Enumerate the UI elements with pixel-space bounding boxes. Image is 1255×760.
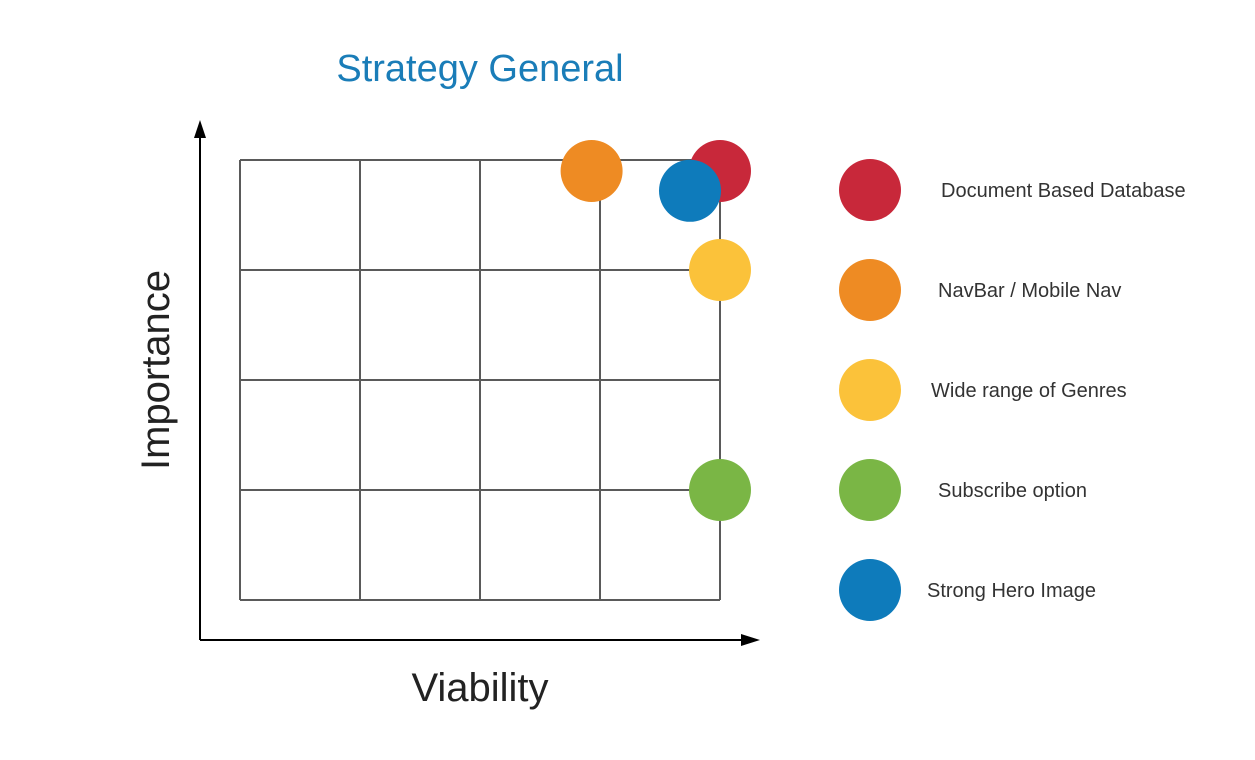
x-axis-label: Viability (411, 666, 548, 710)
data-point (689, 459, 751, 521)
legend-swatch (839, 559, 901, 621)
legend-label: Wide range of Genres (931, 380, 1127, 402)
y-axis-label: Importance (134, 270, 178, 470)
legend-swatch (839, 359, 901, 421)
data-points (560, 140, 751, 521)
plot-grid (239, 159, 721, 601)
data-point (659, 159, 721, 222)
legend-label: Subscribe option (938, 480, 1087, 502)
data-point (689, 239, 751, 301)
x-axis-arrow (741, 634, 760, 646)
legend-swatch (839, 159, 901, 221)
legend-swatch (839, 259, 901, 321)
chart-title: Strategy General (336, 48, 623, 90)
legend: Document Based Database NavBar / Mobile N… (839, 159, 1186, 621)
legend-swatch (839, 459, 901, 521)
legend-label: NavBar / Mobile Nav (938, 280, 1121, 302)
legend-label: Document Based Database (941, 180, 1186, 202)
legend-label: Strong Hero Image (927, 580, 1096, 602)
y-axis-arrow (194, 120, 206, 138)
data-point (560, 140, 623, 202)
